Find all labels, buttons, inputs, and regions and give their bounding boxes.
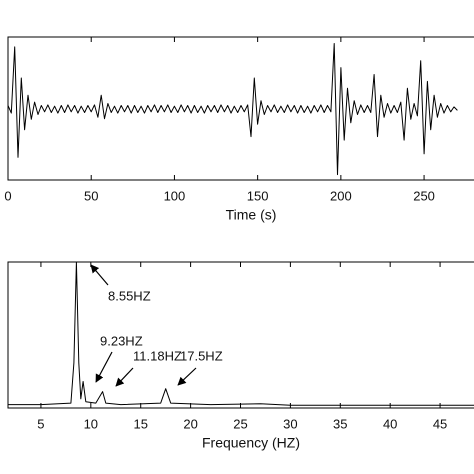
axes-frame [7,36,474,181]
x-tick-label: 20 [183,416,197,431]
x-tick-label: 30 [283,416,297,431]
annotation-arrow [115,367,134,387]
annotation: 11.18HZ [133,348,182,363]
x-tick-label: 0 [4,188,11,203]
data-line [8,261,474,406]
annotation-arrow [90,264,109,286]
annotation-arrow [177,367,197,386]
x-tick-label: 45 [433,416,447,431]
annotation: 9.23HZ [100,333,143,348]
annotation: 8.55HZ [108,288,151,303]
x-tick-label: 50 [84,188,98,203]
x-tick-label: 35 [333,416,347,431]
x-tick-label: 250 [413,188,435,203]
x-tick-label: 15 [133,416,147,431]
x-tick-label: 100 [164,188,186,203]
data-line [7,43,458,176]
x-axis-label: Frequency (HZ) [202,435,300,451]
x-tick-label: 25 [233,416,247,431]
x-tick-label: 150 [247,188,269,203]
annotation-arrow [95,351,113,383]
annotation: 17.5HZ [180,348,223,363]
x-tick-label: 5 [37,416,44,431]
x-axis-label: Time (s) [226,207,277,223]
x-tick-label: 40 [383,416,397,431]
x-tick-label: 10 [84,416,98,431]
x-tick-label: 200 [330,188,352,203]
